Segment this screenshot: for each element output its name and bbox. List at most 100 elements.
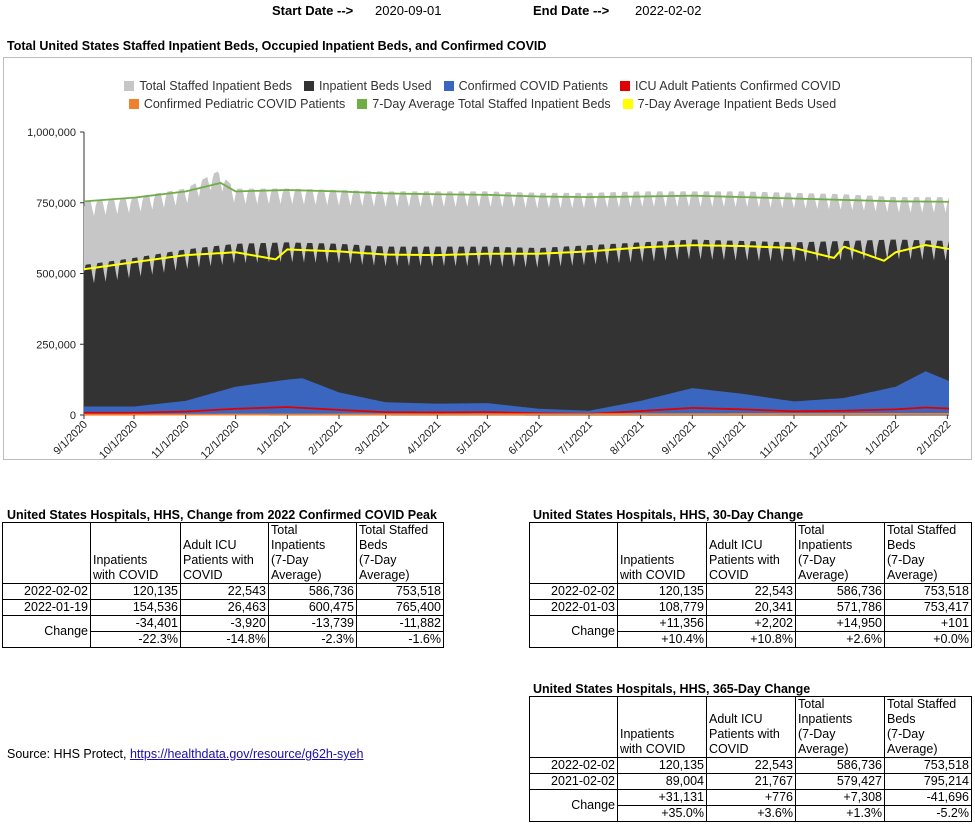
change-pct-value: +10.8% <box>706 631 796 648</box>
x-tick-label: 10/1/2021 <box>705 419 748 459</box>
change-pct-value: -2.3% <box>268 631 357 648</box>
y-tick-label: 750,000 <box>36 198 76 210</box>
legend-row-1: Total Staffed Inpatient Beds Inpatient Be… <box>4 79 973 93</box>
row-value: 120,135 <box>617 757 707 774</box>
x-tick-label: 8/1/2021 <box>608 419 647 458</box>
column-header-line: Inpatients <box>798 712 853 726</box>
column-header-line: Beds <box>359 538 388 552</box>
legend-label: Inpatient Beds Used <box>319 79 432 93</box>
column-header-line: Average) <box>887 568 938 582</box>
row-date: 2021-02-02 <box>529 773 618 790</box>
legend-item-confirmed-covid-patients: Confirmed COVID Patients <box>443 79 608 93</box>
legend-label: Confirmed COVID Patients <box>458 79 608 93</box>
column-header-line: COVID <box>709 568 749 582</box>
column-header: Total Inpatients (7-Day Average) <box>795 522 885 584</box>
change-abs-value: -3,920 <box>180 615 269 632</box>
x-tick-label: 2/1/2021 <box>306 419 345 458</box>
data-table: Inpatients with COVID Adult ICU Patients wi… <box>529 522 972 648</box>
legend-label: 7-Day Average Total Staffed Inpatient Be… <box>372 97 611 111</box>
data-table: Inpatients with COVID Adult ICU Patients wi… <box>2 522 444 648</box>
column-header: Adult ICU Patients with COVID <box>706 522 796 584</box>
change-pct-row: -22.3% -14.8% -2.3% -1.6% <box>3 631 444 648</box>
column-header-line: with COVID <box>620 742 686 756</box>
row-value: 586,736 <box>268 583 357 600</box>
row-date: 2022-01-19 <box>2 599 91 616</box>
column-header: Total Staffed Beds (7-Day Average) <box>356 522 444 584</box>
y-tick-label: 250,000 <box>36 339 76 351</box>
x-tick-label: 1/1/2022 <box>863 419 902 458</box>
legend-swatch <box>128 99 139 109</box>
column-header-line: Adult ICU <box>709 538 763 552</box>
source-note: Source: HHS Protect, https://healthdata.… <box>7 747 363 761</box>
series-7-day-average-total-staffed-inpatient-beds <box>83 181 950 203</box>
column-header-line: with COVID <box>93 568 159 582</box>
change-abs-value: -34,401 <box>90 615 181 632</box>
change-abs-value: +31,131 <box>617 789 707 806</box>
series-inpatient-beds-used <box>84 239 949 415</box>
row-value: 579,427 <box>795 773 885 790</box>
y-tick-label: 0 <box>70 410 76 422</box>
row-value: 600,475 <box>268 599 357 616</box>
start-date-value: 2020-09-01 <box>375 3 442 18</box>
column-header-line: Adult ICU <box>709 712 763 726</box>
change-pct-value: +35.0% <box>617 805 707 822</box>
row-value: 22,543 <box>706 583 796 600</box>
change-abs-row: Change +11,356 +2,202 +14,950 +101 <box>529 615 972 648</box>
change-abs-value: +101 <box>884 615 972 632</box>
x-tick-label: 5/1/2021 <box>455 419 494 458</box>
change-pct-value: -1.6% <box>356 631 444 648</box>
legend-label: 7-Day Average Inpatient Beds Used <box>637 97 837 111</box>
change-pct-value: -14.8% <box>180 631 269 648</box>
column-header: Adult ICU Patients with COVID <box>706 696 796 758</box>
change-label: Change <box>529 789 618 822</box>
column-header: Inpatients with COVID <box>617 522 707 584</box>
change-pct-row: +10.4% +10.8% +2.6% +0.0% <box>530 631 972 648</box>
row-value: 154,536 <box>90 599 181 616</box>
column-header-line: Beds <box>887 712 916 726</box>
legend-label: ICU Adult Patients Confirmed COVID <box>634 79 841 93</box>
table-row: 2022-02-02 120,135 22,543 586,736 753,518 <box>529 757 972 774</box>
x-tick-label: 2/1/2022 <box>915 419 954 458</box>
table-1-title: United States Hospitals, HHS, Change fro… <box>7 508 437 522</box>
legend-item-7-day-average-total-staffed-inpatient-beds: 7-Day Average Total Staffed Inpatient Be… <box>357 97 611 111</box>
change-abs-value: -13,739 <box>268 615 357 632</box>
row-value: 20,341 <box>706 599 796 616</box>
legend-label: Total Staffed Inpatient Beds <box>139 79 293 93</box>
column-header-line: Inpatients <box>93 553 148 567</box>
change-abs-value: +14,950 <box>795 615 885 632</box>
row-value: 22,543 <box>180 583 269 600</box>
legend-swatch <box>304 81 315 91</box>
source-link[interactable]: https://healthdata.gov/resource/g62h-sye… <box>129 747 364 761</box>
column-header-line: Patients with <box>709 553 780 567</box>
table-row: 2022-02-02 120,135 22,543 586,736 753,518 <box>2 583 444 600</box>
column-header-line: (7-Day <box>359 553 397 567</box>
row-value: 22,543 <box>706 757 796 774</box>
change-pct-value: +3.6% <box>706 805 796 822</box>
column-header: Total Staffed Beds (7-Day Average) <box>884 522 972 584</box>
x-tick-label: 11/1/2021 <box>758 419 801 459</box>
column-header: Adult ICU Patients with COVID <box>180 522 269 584</box>
row-value: 753,518 <box>884 757 972 774</box>
column-header-line: Total Staffed <box>359 523 429 537</box>
header-blank <box>2 522 91 584</box>
series-confirmed-covid-patients <box>84 371 949 415</box>
row-value: 571,786 <box>795 599 885 616</box>
change-pct-value: +0.0% <box>884 631 972 648</box>
change-pct-value: -5.2% <box>884 805 972 822</box>
x-tick-label: 11/1/2020 <box>149 419 192 459</box>
row-value: 108,779 <box>617 599 707 616</box>
x-tick-label: 1/1/2021 <box>255 419 294 458</box>
x-tick-label: 4/1/2021 <box>405 419 444 458</box>
legend-label: Confirmed Pediatric COVID Patients <box>143 97 346 111</box>
series-confirmed-pediatric-covid-patients <box>84 412 949 416</box>
end-date-label: End Date --> <box>533 3 610 18</box>
column-header-line: Patients with <box>183 553 254 567</box>
table-3-title: United States Hospitals, HHS, 365-Day Ch… <box>533 682 811 696</box>
row-value: 89,004 <box>617 773 707 790</box>
change-label: Change <box>529 615 618 648</box>
legend-item-total-staffed-inpatient-beds: Total Staffed Inpatient Beds <box>124 79 292 93</box>
column-header: Total Inpatients (7-Day Average) <box>268 522 357 584</box>
series-icu-adult-patients-confirmed-covid <box>84 406 950 415</box>
column-header-line: (7-Day <box>887 727 925 741</box>
